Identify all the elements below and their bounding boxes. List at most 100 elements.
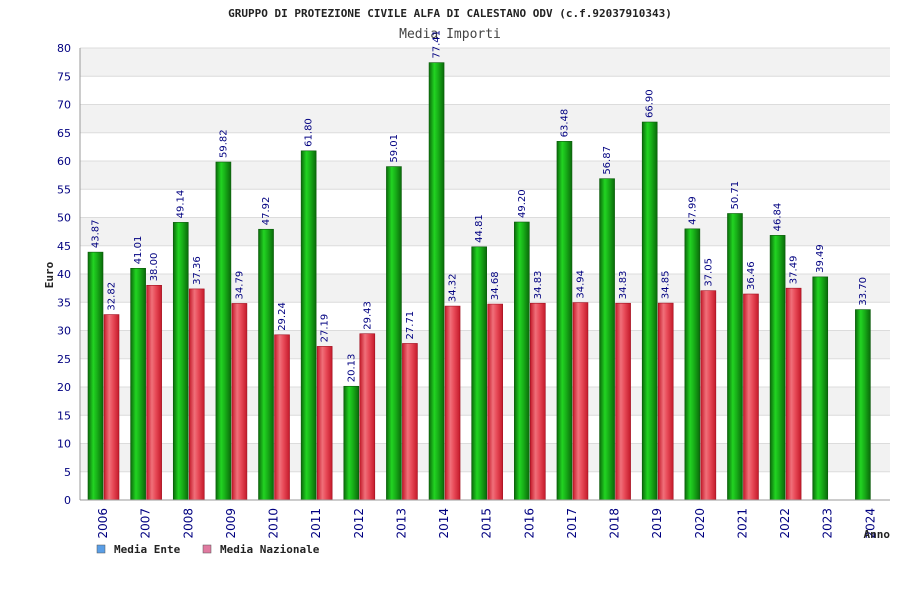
bar-media-nazionale: [700, 290, 717, 501]
x-tick-label: 2011: [309, 508, 323, 539]
bar-media-ente: [428, 62, 445, 501]
y-tick-label: 20: [57, 381, 71, 394]
y-tick-label: 0: [64, 494, 71, 507]
bar-media-ente: [599, 178, 615, 501]
legend-swatch-media-nazionale: [202, 544, 212, 554]
data-label-media-nazionale: 34.83: [533, 271, 544, 300]
y-tick-label: 40: [57, 268, 71, 281]
bar-media-ente: [471, 246, 487, 501]
y-tick-label: 55: [57, 183, 71, 196]
x-tick-label: 2023: [821, 508, 835, 539]
data-label-media-nazionale: 34.85: [661, 270, 672, 299]
plot-band: [80, 132, 890, 161]
bar-media-ente: [87, 251, 104, 501]
x-tick-label: 2022: [778, 508, 792, 539]
x-tick-label: 2019: [650, 508, 664, 539]
bar-media-ente: [130, 267, 146, 501]
data-label-media-ente: 56.87: [602, 146, 613, 175]
y-tick-label: 15: [57, 409, 71, 422]
data-label-media-ente: 47.92: [261, 197, 272, 226]
x-tick-label: 2009: [224, 508, 238, 539]
x-tick-label: 2008: [181, 508, 195, 539]
bar-media-ente: [769, 235, 786, 501]
x-tick-label: 2014: [437, 508, 451, 539]
bar-media-nazionale: [359, 333, 376, 501]
y-tick-label: 70: [57, 99, 71, 112]
data-label-media-nazionale: 27.71: [405, 311, 416, 340]
bar-media-nazionale: [274, 334, 290, 501]
bar-media-nazionale: [572, 302, 589, 501]
bar-media-ente: [641, 121, 658, 501]
x-tick-label: 2018: [608, 508, 622, 539]
data-label-media-ente: 33.70: [858, 277, 869, 306]
data-label-media-nazionale: 32.82: [107, 282, 118, 311]
bar-media-ente: [343, 385, 360, 501]
y-tick-label: 60: [57, 155, 71, 168]
x-tick-label: 2010: [267, 508, 281, 539]
legend-swatch-media-ente: [96, 544, 106, 554]
y-tick-label: 25: [57, 353, 71, 366]
data-label-media-ente: 39.49: [815, 244, 826, 273]
x-tick-label: 2020: [693, 508, 707, 539]
data-label-media-ente: 43.87: [91, 219, 102, 248]
data-label-media-nazionale: 34.83: [618, 271, 629, 300]
bar-media-ente: [386, 166, 402, 501]
legend-label-media-ente: Media Ente: [114, 543, 181, 556]
data-label-media-nazionale: 37.49: [789, 256, 800, 285]
data-label-media-ente: 63.48: [559, 109, 570, 138]
x-axis-ticks: 2006 2007 2008 2009 2010 2011 2012 2013 2014 2015…: [96, 508, 877, 539]
data-label-media-ente: 59.01: [389, 134, 400, 163]
bar-media-ente: [812, 276, 829, 501]
bar-media-nazionale: [231, 303, 248, 501]
plot-band: [80, 76, 890, 105]
bar-media-nazionale: [487, 303, 503, 501]
y-tick-label: 80: [57, 42, 71, 55]
bar-media-nazionale: [785, 287, 802, 501]
data-label-media-nazionale: 34.94: [575, 270, 586, 299]
plot-band: [80, 189, 890, 218]
data-label-media-ente: 41.01: [133, 236, 144, 265]
data-label-media-ente: 59.82: [218, 129, 229, 158]
data-label-media-nazionale: 37.36: [192, 256, 203, 285]
bar-media-nazionale: [402, 343, 418, 501]
bar-media-nazionale: [316, 346, 333, 501]
bar-media-nazionale: [444, 305, 461, 501]
data-label-media-nazionale: 29.24: [277, 302, 288, 331]
bars: [87, 62, 871, 501]
y-tick-label: 5: [64, 466, 71, 479]
data-label-media-ente: 49.20: [517, 189, 528, 218]
data-label-media-ente: 66.90: [645, 89, 656, 118]
bar-media-nazionale: [146, 284, 162, 501]
bar-media-ente: [684, 228, 701, 501]
y-axis-label: Euro: [43, 261, 56, 288]
data-label-media-ente: 77.41: [432, 30, 443, 59]
y-axis-ticks: 0 5 10 15 20 25 30 35 40 45 50 55 60 65 70 75 80: [57, 42, 71, 507]
bar-media-ente: [556, 141, 573, 501]
legend: Media Ente Media Nazionale: [96, 543, 320, 556]
data-label-media-ente: 50.71: [730, 181, 741, 210]
data-label-media-nazionale: 34.79: [234, 271, 245, 300]
data-label-media-ente: 47.99: [687, 196, 698, 225]
bar-media-nazionale: [103, 314, 120, 501]
x-tick-label: 2017: [565, 508, 579, 539]
legend-label-media-nazionale: Media Nazionale: [220, 543, 320, 556]
chart-title: GRUPPO DI PROTEZIONE CIVILE ALFA DI CALE…: [228, 7, 672, 20]
bar-media-ente: [215, 161, 232, 501]
plot-band: [80, 217, 890, 246]
x-tick-label: 2024: [863, 508, 877, 539]
bar-media-nazionale: [530, 302, 546, 501]
bar-media-nazionale: [657, 302, 674, 501]
x-axis-label: Anno: [864, 528, 891, 541]
x-tick-label: 2012: [352, 508, 366, 539]
x-tick-label: 2021: [735, 508, 749, 539]
data-labels: 43.87 32.82 41.01 38.00 49.14 37.36 59.82 34.79…: [91, 30, 869, 382]
y-tick-label: 35: [57, 296, 71, 309]
bar-media-nazionale: [615, 302, 631, 501]
bar-media-ente: [855, 309, 871, 501]
y-tick-label: 30: [57, 325, 71, 338]
x-tick-label: 2013: [394, 508, 408, 539]
data-label-media-ente: 44.81: [474, 214, 485, 243]
y-tick-label: 45: [57, 240, 71, 253]
data-label-media-nazionale: 29.43: [362, 301, 373, 330]
